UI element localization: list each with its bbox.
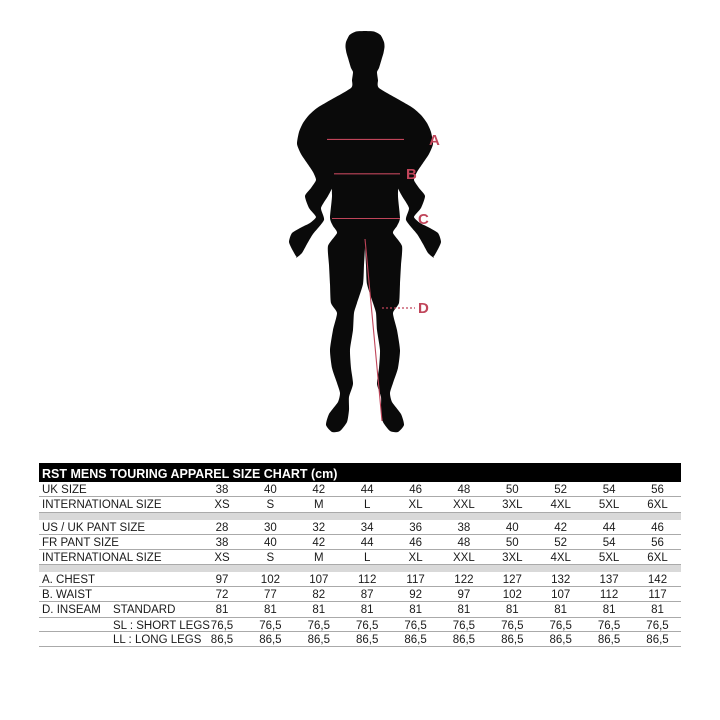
svg-text:C: C xyxy=(418,211,429,228)
svg-text:D: D xyxy=(418,300,429,317)
svg-text:A: A xyxy=(429,132,440,149)
svg-text:B: B xyxy=(406,166,417,183)
